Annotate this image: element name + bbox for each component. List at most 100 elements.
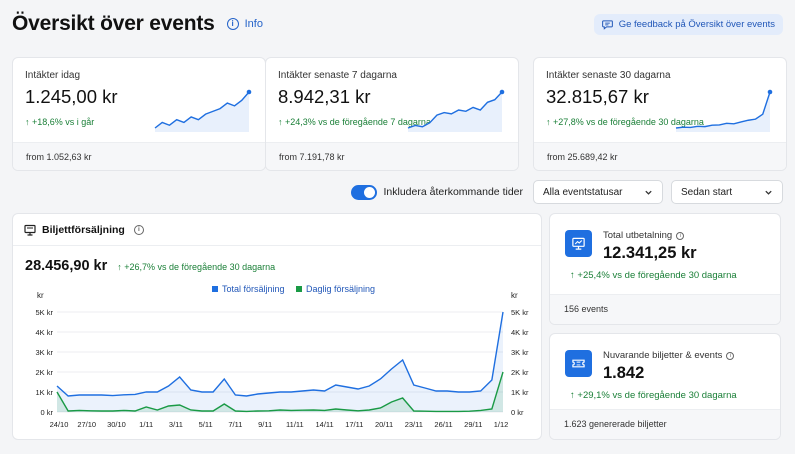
payout-icon xyxy=(565,230,592,257)
sparkline xyxy=(407,89,505,132)
ticket-sales-chart: Total försäljning Daglig försäljning kr kr 0… xyxy=(35,284,529,429)
sparkline xyxy=(675,89,773,132)
stat-value: 1.245,00 kr xyxy=(25,86,118,107)
sparkline-area xyxy=(676,92,770,132)
filter-bar: Inkludera återkommande tider Alla events… xyxy=(350,180,783,204)
sparkline-line xyxy=(154,91,250,129)
chat-icon xyxy=(601,19,613,30)
x-tick: 9/11 xyxy=(258,420,272,429)
info-icon[interactable]: i xyxy=(676,231,685,240)
series-line-1 xyxy=(56,371,504,413)
event-status-select[interactable]: Alla eventstatusar xyxy=(533,180,663,204)
info-icon[interactable]: i xyxy=(133,224,144,235)
ticket-icon xyxy=(565,350,592,377)
info-icon: i xyxy=(226,18,239,30)
y-tick-left: 1K kr xyxy=(35,388,53,397)
x-tick: 7/11 xyxy=(228,420,242,429)
ticket-sales-icon xyxy=(24,224,36,236)
x-tick: 5/11 xyxy=(199,420,213,429)
stat-change: ↑ +18,6% vs i går xyxy=(25,117,95,127)
sparkline xyxy=(154,89,252,132)
chart-total: 28.456,90 kr xyxy=(25,258,108,274)
sparkline-line xyxy=(675,91,771,129)
legend-swatch-1 xyxy=(296,286,302,292)
x-tick: 1/11 xyxy=(139,420,153,429)
y-axis-unit-left: kr xyxy=(37,291,44,300)
info-icon[interactable]: i xyxy=(726,351,735,360)
chart-change: ↑ +26,7% vs de föregående 30 dagarna xyxy=(117,262,276,272)
page-title: Översikt över events xyxy=(12,12,215,35)
stat-value: 32.815,67 kr xyxy=(546,86,649,107)
info-link[interactable]: i Info xyxy=(226,18,263,30)
y-tick-right: 2K kr xyxy=(511,368,529,377)
side-footer: 1.623 genererade biljetter xyxy=(550,409,780,439)
stat-card-30-days: Intäkter senaste 30 dagarna 32.815,67 kr… xyxy=(533,57,787,171)
y-tick-right: 0 kr xyxy=(511,408,524,417)
recurring-toggle-group: Inkludera återkommande tider xyxy=(350,184,524,200)
side-change: ↑ +25,4% vs de föregående 30 dagarna xyxy=(570,270,737,281)
x-tick: 20/11 xyxy=(375,420,393,429)
period-select[interactable]: Sedan start xyxy=(671,180,783,204)
chart-total-row: 28.456,90 kr ↑ +26,7% vs de föregående 3… xyxy=(25,258,275,274)
sparkline-area xyxy=(155,92,249,132)
stat-card-7-days: Intäkter senaste 7 dagarna 8.942,31 kr ↑… xyxy=(265,57,519,171)
legend-swatch-0 xyxy=(212,286,218,292)
stat-label: Intäkter idag xyxy=(25,70,81,81)
side-value: 1.842 xyxy=(603,364,645,382)
y-tick-left: 2K kr xyxy=(35,368,53,377)
stat-label: Intäkter senaste 7 dagarna xyxy=(278,70,397,81)
x-tick: 24/10 xyxy=(50,420,69,429)
side-label: Nuvarande biljetter & events i xyxy=(603,350,735,361)
recurring-toggle-label: Inkludera återkommande tider xyxy=(383,186,524,198)
y-tick-right: 5K kr xyxy=(511,308,529,317)
sparkline-end-point xyxy=(767,89,773,95)
side-change: ↑ +29,1% vs de föregående 30 dagarna xyxy=(570,390,737,401)
ticket-sales-card: Biljettförsäljning i 28.456,90 kr ↑ +26,… xyxy=(12,213,542,440)
feedback-button[interactable]: Ge feedback på Översikt över events xyxy=(593,13,783,35)
x-tick: 3/11 xyxy=(169,420,183,429)
side-value: 12.341,25 kr xyxy=(603,244,697,262)
stat-footer: from 25.689,42 kr xyxy=(534,142,786,170)
side-footer: 156 events xyxy=(550,294,780,324)
stat-footer: from 7.191,78 kr xyxy=(266,142,518,170)
x-tick: 29/11 xyxy=(464,420,482,429)
sparkline-end-point xyxy=(246,89,252,95)
x-tick: 23/11 xyxy=(405,420,423,429)
x-tick: 11/11 xyxy=(286,420,304,429)
stat-change: ↑ +24,3% vs de föregående 7 dagarna xyxy=(278,117,431,127)
x-tick: 26/11 xyxy=(434,420,452,429)
page-header: Översikt över events i Info Ge feedback … xyxy=(12,8,783,40)
chevron-down-icon xyxy=(765,190,772,195)
series-area-0 xyxy=(57,312,503,412)
stat-value: 8.942,31 kr xyxy=(278,86,371,107)
feedback-label: Ge feedback på Översikt över events xyxy=(618,18,775,30)
chart-header: Biljettförsäljning i xyxy=(13,214,541,246)
recurring-toggle[interactable] xyxy=(350,184,377,200)
arrow-up-icon: ↑ xyxy=(570,390,578,401)
legend-label-1: Daglig försäljning xyxy=(306,284,375,294)
y-tick-right: 3K kr xyxy=(511,348,529,357)
y-tick-left: 3K kr xyxy=(35,348,53,357)
x-tick: 27/10 xyxy=(77,420,96,429)
info-label: Info xyxy=(244,18,263,30)
side-label: Total utbetalning i xyxy=(603,230,685,241)
y-tick-left: 0 kr xyxy=(40,408,53,417)
y-axis-unit-right: kr xyxy=(511,291,518,300)
arrow-up-icon: ↑ xyxy=(25,117,33,127)
stat-card-today: Intäkter idag 1.245,00 kr ↑ +18,6% vs i … xyxy=(12,57,266,171)
x-tick: 17/11 xyxy=(345,420,363,429)
payout-card: Total utbetalning i 12.341,25 kr ↑ +25,4%… xyxy=(549,213,781,325)
stat-footer: from 1.052,63 kr xyxy=(13,142,265,170)
stat-change: ↑ +27,8% vs de föregående 30 dagarna xyxy=(546,117,704,127)
arrow-up-icon: ↑ xyxy=(570,270,578,281)
x-tick: 30/10 xyxy=(107,420,126,429)
y-tick-right: 1K kr xyxy=(511,388,529,397)
select-value: Sedan start xyxy=(681,186,733,198)
legend-label-0: Total försäljning xyxy=(222,284,285,294)
arrow-up-icon: ↑ xyxy=(278,117,286,127)
tickets-events-card: Nuvarande biljetter & events i 1.842 ↑ +2… xyxy=(549,333,781,440)
arrow-up-icon: ↑ xyxy=(546,117,554,127)
x-tick: 14/11 xyxy=(315,420,333,429)
y-tick-left: 4K kr xyxy=(35,328,53,337)
x-tick: 1/12 xyxy=(494,420,509,429)
